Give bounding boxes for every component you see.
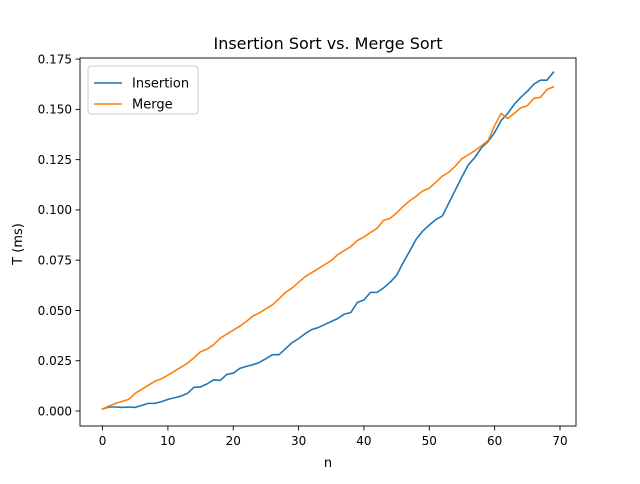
x-tick-label: 50 [422,434,437,448]
x-tick-label: 40 [356,434,371,448]
y-tick-label: 0.000 [38,404,72,418]
x-tick-label: 30 [291,434,306,448]
y-tick-label: 0.050 [38,304,72,318]
y-tick-label: 0.025 [38,354,72,368]
legend: Insertion Merge [87,65,199,115]
y-tick-label: 0.100 [38,203,72,217]
y-tick-label: 0.125 [38,153,72,167]
y-tick-label: 0.175 [38,52,72,66]
plot-area: 0 10 20 30 40 50 60 70 0.000 0.025 0.050 0.075 0.100… [38,52,577,448]
x-tick-label: 70 [552,434,567,448]
x-tick-label: 20 [226,434,241,448]
axes-frame [79,57,577,427]
y-tick-label: 0.075 [38,253,72,267]
x-axis-label: n [324,456,332,471]
y-axis-label: T (ms) [11,223,26,266]
x-tick-label: 60 [487,434,502,448]
legend-label-insertion: Insertion [132,77,189,92]
legend-label-merge: Merge [132,98,173,113]
y-tick-label: 0.150 [38,103,72,117]
x-tick-label: 10 [160,434,175,448]
chart-title: Insertion Sort vs. Merge Sort [213,34,442,53]
series-line-insertion [101,71,555,411]
series-line-merge [101,85,555,411]
x-tick-label: 0 [99,434,107,448]
legend-box [87,65,199,115]
